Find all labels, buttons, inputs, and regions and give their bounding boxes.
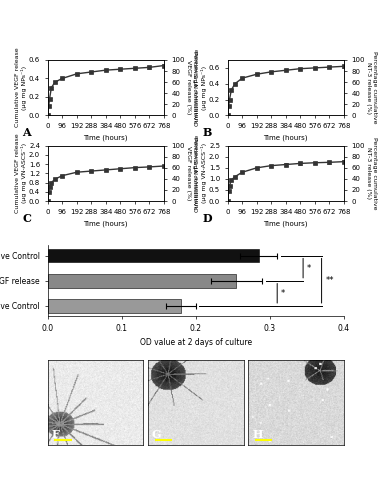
Text: **: ** [325, 276, 334, 285]
Text: C: C [22, 213, 31, 224]
Text: H: H [252, 429, 262, 440]
Text: F: F [52, 429, 60, 440]
Text: D: D [202, 213, 212, 224]
Y-axis label: Cumulative NT-3 release
(μg mg NPs⁻¹): Cumulative NT-3 release (μg mg NPs⁻¹) [196, 49, 207, 126]
Y-axis label: Cumulative NT-3 release
(μg mg VN-ASCS⁻¹): Cumulative NT-3 release (μg mg VN-ASCS⁻¹… [196, 134, 207, 212]
Y-axis label: Percentage cumulative
NT-3 release (%): Percentage cumulative NT-3 release (%) [366, 52, 377, 124]
X-axis label: Time (hours): Time (hours) [264, 220, 308, 226]
Bar [48, 248, 259, 262]
Text: *: * [281, 289, 285, 298]
Y-axis label: Cumulative VEGF release
(μg mg NPs⁻¹): Cumulative VEGF release (μg mg NPs⁻¹) [16, 48, 28, 128]
X-axis label: Time (hours): Time (hours) [84, 220, 128, 226]
Text: *: * [307, 264, 311, 272]
X-axis label: Time (hours): Time (hours) [264, 134, 308, 141]
X-axis label: OD value at 2 days of culture: OD value at 2 days of culture [140, 338, 252, 347]
Bar [48, 299, 181, 313]
Y-axis label: Percentage cumulative
VEGF release (%): Percentage cumulative VEGF release (%) [186, 137, 197, 210]
Bar [48, 274, 236, 287]
X-axis label: Time (hours): Time (hours) [84, 134, 128, 141]
Y-axis label: Percentage cumulative
VEGF release (%): Percentage cumulative VEGF release (%) [186, 52, 197, 124]
Text: G: G [152, 429, 161, 440]
Text: A: A [22, 128, 31, 138]
Y-axis label: Percentage cumulative
NT-3 release (%): Percentage cumulative NT-3 release (%) [366, 137, 377, 210]
Text: B: B [202, 128, 212, 138]
Y-axis label: Cumulative VEGF release
(μg mg VN-ASCS⁻¹): Cumulative VEGF release (μg mg VN-ASCS⁻¹… [16, 134, 28, 213]
